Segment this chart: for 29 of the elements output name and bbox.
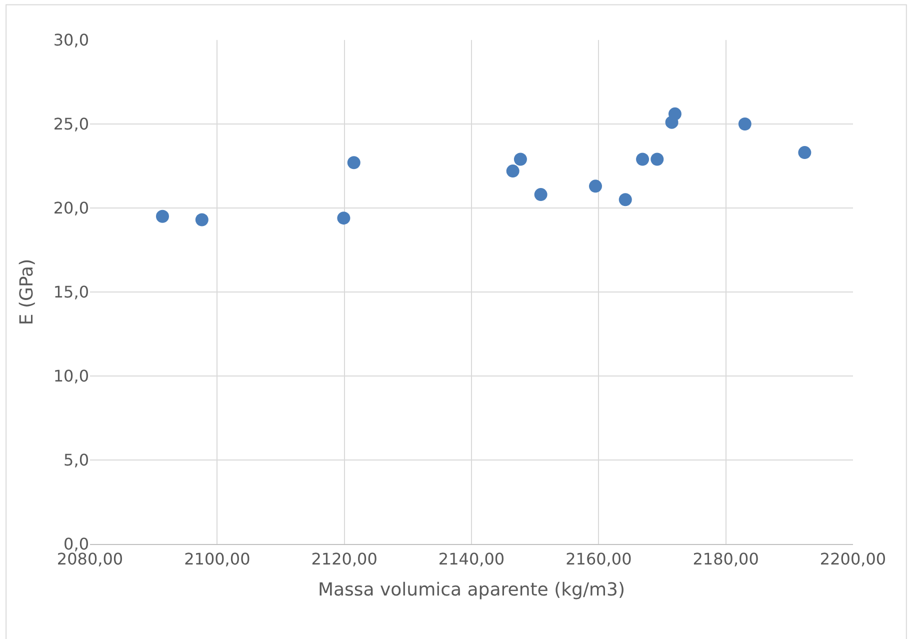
point bbox=[506, 164, 520, 178]
point bbox=[668, 107, 682, 120]
point bbox=[347, 156, 360, 170]
x-axis-title: Massa volumica aparente (kg/m3) bbox=[318, 579, 626, 600]
y-tick-label: 15,0 bbox=[53, 282, 89, 302]
y-tick-label: 0,0 bbox=[64, 534, 89, 554]
point bbox=[514, 152, 527, 166]
y-axis-title: E (GPa) bbox=[16, 258, 38, 326]
y-tick-label: 20,0 bbox=[53, 198, 89, 218]
point bbox=[798, 146, 812, 160]
y-tick-label: 10,0 bbox=[53, 366, 89, 386]
x-tick-label: 2160,00 bbox=[566, 549, 632, 568]
y-tick-label: 30,0 bbox=[53, 30, 89, 50]
point bbox=[195, 213, 208, 226]
point bbox=[534, 188, 548, 202]
x-tick-label: 2180,00 bbox=[692, 549, 759, 568]
x-tick-label: 2140,00 bbox=[438, 549, 505, 568]
point bbox=[156, 210, 169, 223]
point bbox=[588, 180, 602, 193]
x-tick-label: 2120,00 bbox=[311, 549, 378, 568]
point bbox=[636, 152, 650, 166]
y-tick-label: 5,0 bbox=[64, 450, 89, 470]
point bbox=[650, 152, 664, 166]
x-tick-label: 2200,00 bbox=[820, 549, 886, 568]
x-tick-label: 2100,00 bbox=[184, 549, 250, 568]
point bbox=[618, 193, 632, 206]
y-tick-label: 25,0 bbox=[53, 114, 89, 134]
point bbox=[738, 118, 752, 130]
point bbox=[337, 212, 350, 225]
